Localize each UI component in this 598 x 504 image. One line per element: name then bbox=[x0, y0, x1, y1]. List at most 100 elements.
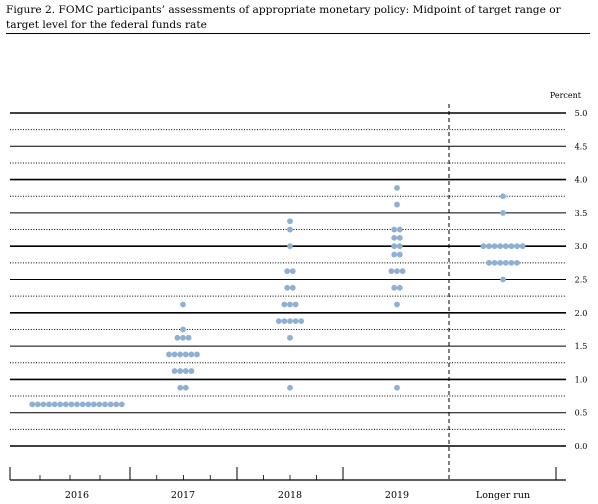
figure-title: Figure 2. FOMC participants’ assessments… bbox=[6, 4, 561, 31]
participant-dot bbox=[62, 401, 69, 408]
participant-dot bbox=[118, 401, 125, 408]
participant-dot bbox=[102, 401, 108, 408]
participant-dot bbox=[292, 318, 299, 325]
participant-dot bbox=[502, 243, 509, 250]
participant-dot bbox=[182, 351, 189, 358]
participant-dot bbox=[182, 384, 189, 391]
participant-dot bbox=[396, 226, 403, 233]
participant-dot bbox=[491, 243, 498, 250]
participant-dot bbox=[281, 318, 288, 325]
participant-dot bbox=[514, 243, 520, 250]
participant-dot bbox=[180, 334, 186, 341]
participant-dot bbox=[497, 243, 504, 250]
unit-label: Percent bbox=[550, 91, 582, 100]
participant-dot bbox=[107, 401, 114, 408]
participant-dot bbox=[396, 243, 403, 250]
participant-dot bbox=[284, 284, 291, 291]
participant-dot bbox=[394, 268, 400, 275]
participant-dot bbox=[284, 268, 291, 275]
participant-dot bbox=[287, 384, 293, 391]
x-tick-label: 2017 bbox=[171, 490, 195, 501]
participant-dot bbox=[29, 401, 36, 408]
participant-dot bbox=[85, 401, 92, 408]
participant-dot bbox=[500, 193, 506, 200]
participant-dot bbox=[287, 301, 293, 308]
participant-dot bbox=[486, 259, 492, 266]
participant-dot bbox=[508, 259, 515, 266]
participant-dot bbox=[171, 351, 178, 358]
participant-dot bbox=[74, 401, 80, 408]
participant-dot bbox=[394, 384, 400, 391]
y-tick-label: 4.0 bbox=[575, 176, 588, 185]
y-tick-label: 3.5 bbox=[575, 209, 588, 218]
participant-dot bbox=[287, 334, 293, 341]
participant-dot bbox=[394, 301, 400, 308]
participant-dot bbox=[96, 401, 103, 408]
participant-dot bbox=[391, 284, 398, 291]
participant-dot bbox=[281, 301, 288, 308]
participant-dot bbox=[166, 351, 172, 358]
participant-dot bbox=[289, 284, 296, 291]
title-rule bbox=[6, 33, 590, 34]
y-tick-label: 0.0 bbox=[575, 442, 588, 451]
participant-dot bbox=[391, 251, 398, 258]
participant-dot bbox=[275, 318, 282, 325]
y-tick-label: 1.0 bbox=[575, 375, 588, 384]
participant-dot bbox=[391, 234, 398, 241]
x-axis: 2016 2017 2018 2019 Longer run bbox=[9, 467, 566, 501]
participant-dot bbox=[34, 401, 41, 408]
participant-dot bbox=[185, 334, 192, 341]
participant-dot bbox=[40, 401, 47, 408]
participant-dot bbox=[188, 368, 195, 374]
participant-dot bbox=[113, 401, 120, 408]
participant-dot bbox=[287, 218, 293, 225]
participant-dot bbox=[396, 251, 403, 258]
y-tick-label: 0.5 bbox=[575, 409, 588, 418]
participant-dot bbox=[514, 259, 520, 266]
participant-dot bbox=[174, 334, 181, 341]
participant-dot bbox=[177, 384, 184, 391]
x-tick-label: Longer run bbox=[476, 490, 530, 501]
participant-dot bbox=[391, 226, 398, 233]
participant-dot bbox=[497, 259, 504, 266]
y-tick-label: 4.5 bbox=[575, 142, 588, 151]
participant-dot bbox=[391, 243, 398, 250]
participant-dot bbox=[394, 201, 400, 208]
participant-dot bbox=[180, 301, 186, 308]
participant-dot bbox=[486, 243, 492, 250]
y-tick-label: 2.0 bbox=[575, 309, 588, 318]
dots bbox=[29, 185, 526, 408]
x-tick-label: 2016 bbox=[65, 490, 89, 501]
participant-dot bbox=[194, 351, 200, 358]
y-tick-labels: 0.0 0.5 1.0 1.5 2.0 2.5 3.0 3.5 4.0 4.5 5.0 bbox=[575, 109, 588, 451]
participant-dot bbox=[57, 401, 64, 408]
participant-dot bbox=[177, 368, 184, 374]
participant-dot bbox=[292, 301, 299, 308]
x-tick-label: 2019 bbox=[385, 490, 409, 501]
participant-dot bbox=[500, 210, 506, 216]
participant-dot bbox=[396, 284, 403, 291]
participant-dot bbox=[79, 401, 86, 408]
participant-dot bbox=[177, 351, 184, 358]
participant-dot bbox=[508, 243, 515, 250]
participant-dot bbox=[500, 276, 506, 283]
participant-dot bbox=[68, 401, 75, 408]
participant-dot bbox=[180, 326, 186, 333]
participant-dot bbox=[287, 318, 293, 325]
participant-dot bbox=[399, 268, 406, 275]
participant-dot bbox=[491, 259, 498, 266]
gridlines bbox=[10, 112, 566, 447]
participant-dot bbox=[51, 401, 58, 408]
y-tick-label: 2.5 bbox=[575, 276, 588, 285]
y-tick-label: 1.5 bbox=[575, 342, 588, 351]
participant-dot bbox=[396, 234, 403, 241]
participant-dot bbox=[394, 185, 400, 191]
participant-dot bbox=[90, 401, 97, 408]
participant-dot bbox=[480, 243, 487, 250]
participant-dot bbox=[287, 226, 293, 233]
participant-dot bbox=[289, 268, 296, 275]
participant-dot bbox=[182, 368, 189, 374]
y-tick-label: 5.0 bbox=[575, 109, 588, 118]
participant-dot bbox=[519, 243, 526, 250]
